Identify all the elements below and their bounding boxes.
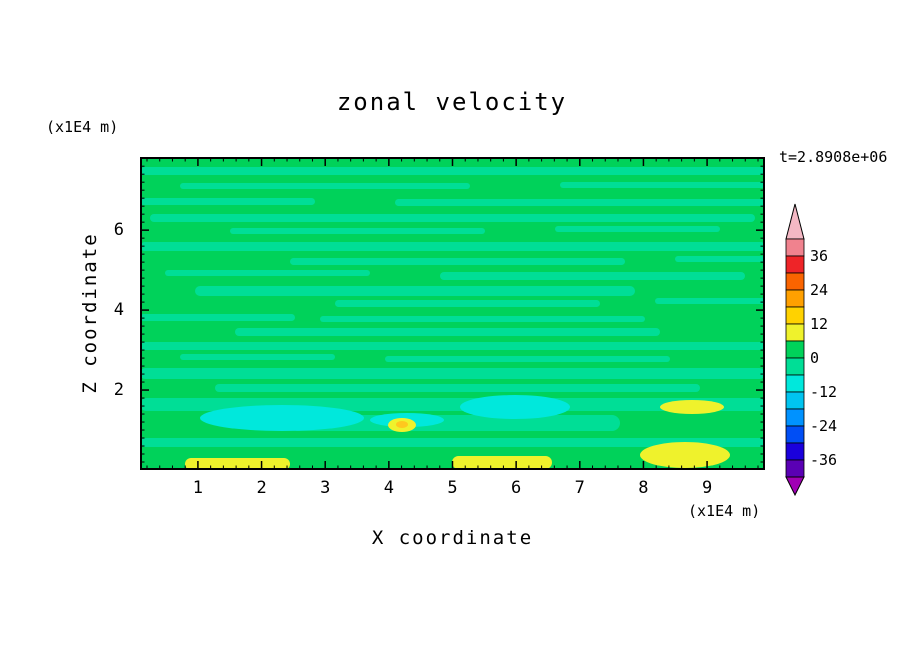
colorbar-tick-label: -12 xyxy=(810,383,838,401)
x-tick-label: 5 xyxy=(447,478,458,498)
colorbar-tick-label: -36 xyxy=(810,451,838,469)
x-tick-label: 6 xyxy=(511,478,522,498)
colorbar-tick-label: 12 xyxy=(810,315,829,333)
z-tick-label: 4 xyxy=(113,300,124,321)
colorbar-tick-label: 36 xyxy=(810,247,829,265)
x-axis-units-label: (x1E4 m) xyxy=(688,502,761,520)
x-tick-label: 2 xyxy=(256,478,267,498)
colorbar-tick-label: 0 xyxy=(810,349,820,367)
colorbar-bar xyxy=(785,203,805,497)
colorbar-tick-label: -24 xyxy=(810,417,838,435)
x-tick-label: 7 xyxy=(574,478,585,498)
z-axis-units-label: (x1E4 m) xyxy=(46,118,119,136)
x-tick-label: 9 xyxy=(701,478,713,498)
contour-field xyxy=(140,157,765,470)
x-tick-label: 4 xyxy=(383,478,394,498)
x-tick-label: 8 xyxy=(638,478,649,498)
time-annotation: t=2.8908e+06 xyxy=(779,148,888,166)
z-tick-label: 6 xyxy=(113,220,124,241)
chart-title: zonal velocity xyxy=(336,88,568,116)
colorbar: 36 24 12 0 -12 -24 -36 xyxy=(780,200,850,515)
x-tick-label: 1 xyxy=(192,478,204,498)
colorbar-tick-label: 24 xyxy=(810,281,829,299)
contour-plot xyxy=(140,157,765,470)
x-axis-title: X coordinate xyxy=(371,527,534,549)
x-tick-label: 3 xyxy=(320,478,331,498)
z-tick-label: 2 xyxy=(113,380,124,401)
